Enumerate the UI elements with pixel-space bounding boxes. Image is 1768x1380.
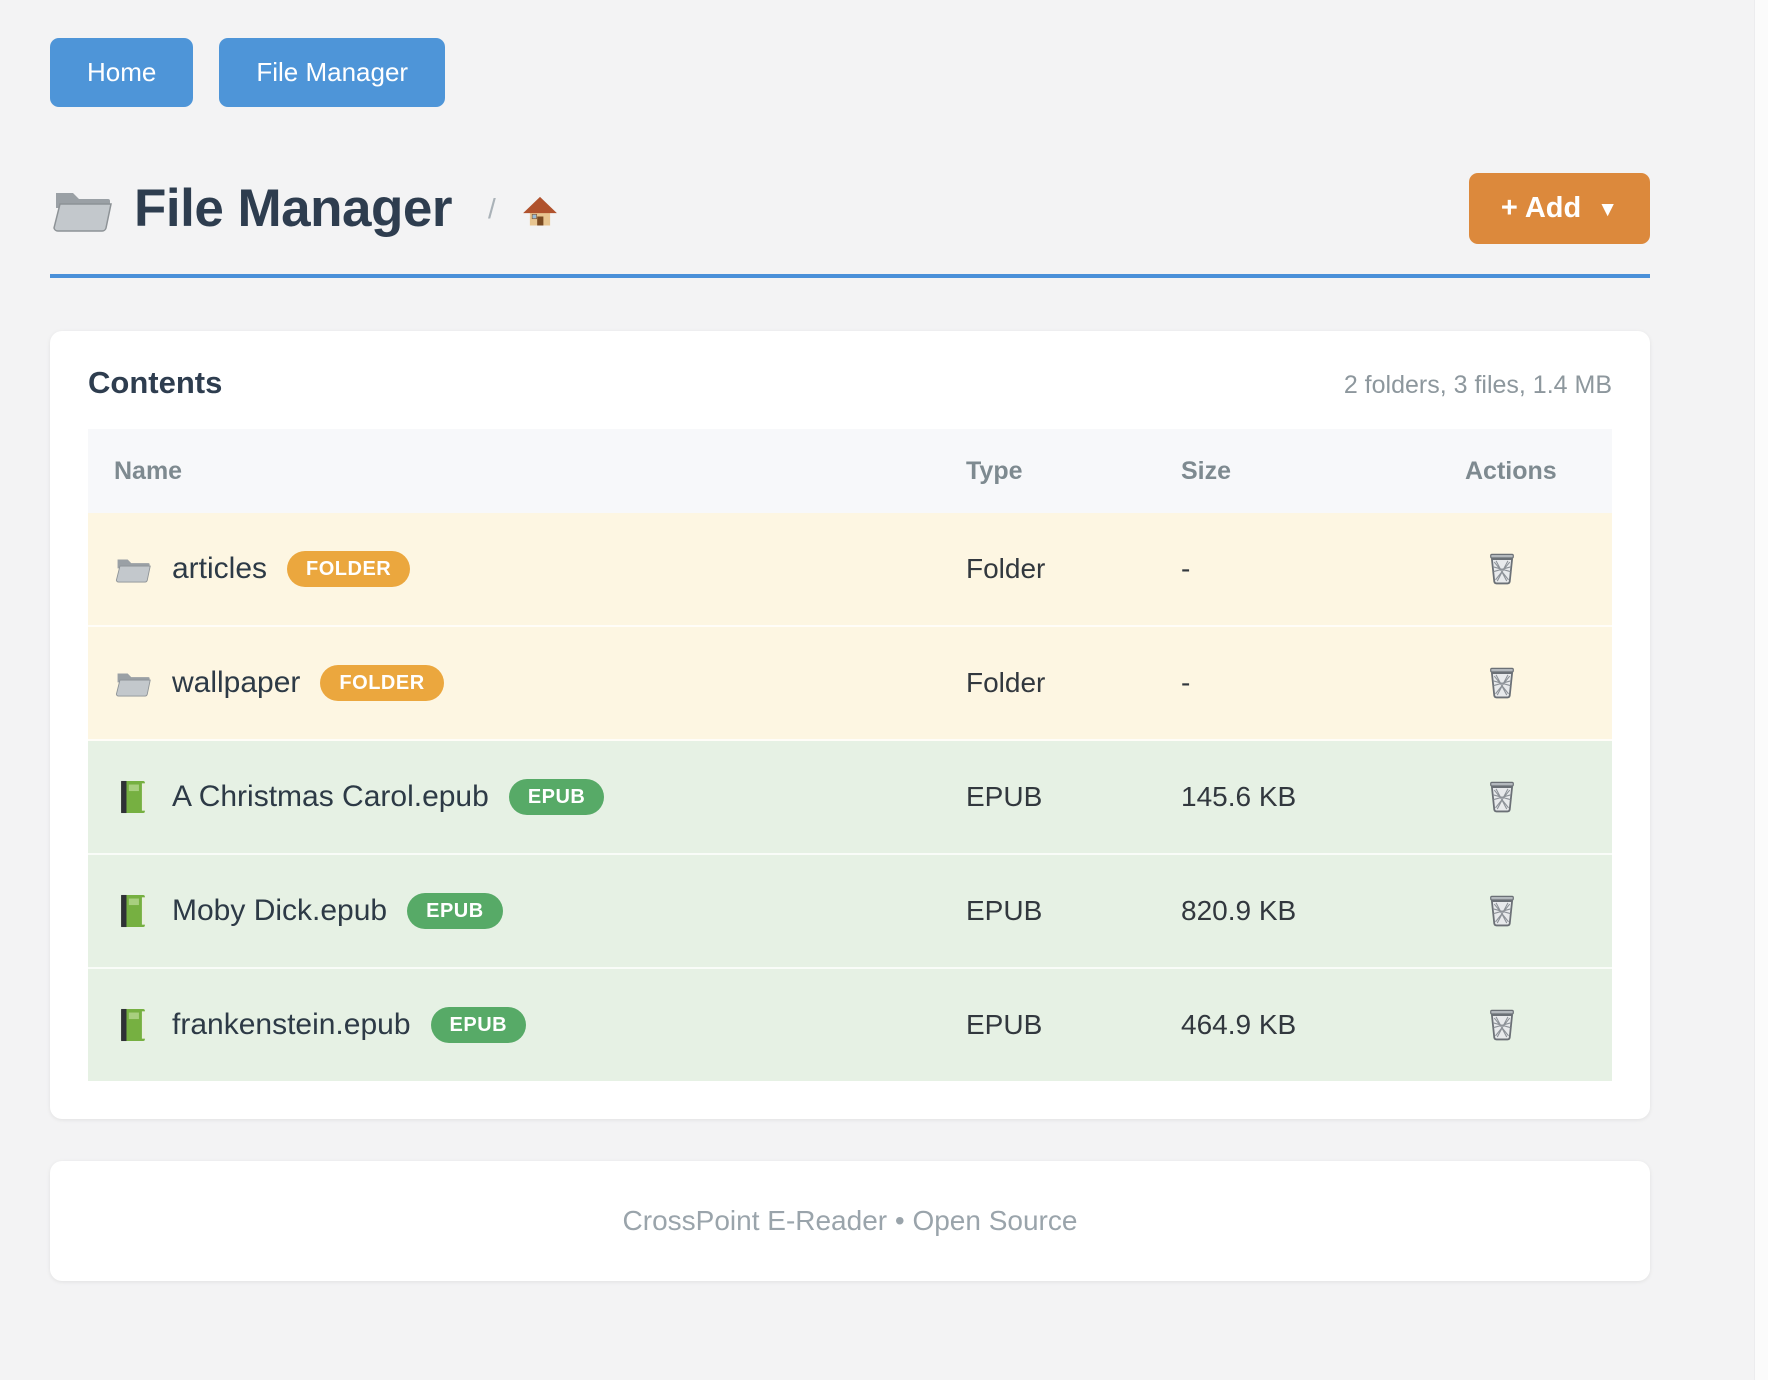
name-cell: wallpaper FOLDER (88, 664, 966, 702)
file-name[interactable]: A Christmas Carol.epub (172, 780, 489, 813)
name-cell: A Christmas Carol.epub EPUB (88, 778, 966, 816)
type-cell: EPUB (966, 895, 1043, 926)
file-name[interactable]: Moby Dick.epub (172, 894, 388, 927)
green-book-icon (114, 778, 152, 816)
title-group: File Manager / (50, 177, 558, 241)
file-table-body: articles FOLDER Folder - wallpaper FOLDE… (88, 513, 1612, 1081)
trash-icon[interactable] (1479, 886, 1525, 934)
green-book-icon (114, 1006, 152, 1044)
table-row[interactable]: wallpaper FOLDER Folder - (88, 627, 1612, 741)
file-name[interactable]: wallpaper (172, 666, 301, 699)
home-button[interactable]: Home (50, 38, 194, 107)
size-cell: - (1181, 553, 1191, 584)
add-button[interactable]: + Add ▼ (1468, 173, 1650, 244)
table-row[interactable]: articles FOLDER Folder - (88, 513, 1612, 627)
size-cell: 464.9 KB (1181, 1009, 1297, 1040)
type-cell: EPUB (966, 1009, 1043, 1040)
column-header-name: Name (114, 456, 183, 485)
type-cell: Folder (966, 553, 1046, 584)
name-cell: articles FOLDER (88, 550, 966, 588)
trash-icon[interactable] (1479, 658, 1525, 706)
trash-icon[interactable] (1479, 544, 1525, 592)
breadcrumb-separator: / (487, 192, 496, 224)
actions-cell (1465, 886, 1612, 937)
file-name[interactable]: articles (172, 552, 268, 585)
type-badge: EPUB (430, 1007, 527, 1043)
column-header-size: Size (1181, 456, 1232, 485)
trash-icon[interactable] (1479, 772, 1525, 820)
folder-icon (114, 664, 152, 702)
footer-text: CrossPoint E-Reader • Open Source (622, 1205, 1078, 1236)
scrollbar-track[interactable] (1754, 0, 1768, 1380)
contents-card-header: Contents 2 folders, 3 files, 1.4 MB (88, 365, 1612, 401)
type-badge: FOLDER (320, 665, 444, 701)
folder-icon (114, 550, 152, 588)
size-cell: 820.9 KB (1181, 895, 1297, 926)
title-divider (50, 274, 1650, 278)
file-table-header: Name Type Size Actions (88, 429, 1612, 513)
type-cell: Folder (966, 667, 1046, 698)
contents-title: Contents (88, 365, 223, 400)
page-header: File Manager / + Add ▼ (50, 173, 1650, 244)
size-cell: - (1181, 667, 1191, 698)
actions-cell (1465, 1000, 1612, 1051)
actions-cell (1465, 544, 1612, 595)
type-badge: EPUB (407, 893, 503, 929)
actions-cell (1465, 772, 1612, 823)
contents-summary: 2 folders, 3 files, 1.4 MB (1343, 371, 1612, 399)
top-nav: Home File Manager (50, 0, 1650, 107)
file-name[interactable]: frankenstein.epub (172, 1008, 411, 1041)
column-header-type: Type (966, 456, 1023, 485)
table-row[interactable]: frankenstein.epub EPUB EPUB 464.9 KB (88, 969, 1612, 1081)
table-row[interactable]: Moby Dick.epub EPUB EPUB 820.9 KB (88, 855, 1612, 969)
page-title: File Manager (134, 179, 452, 238)
house-icon[interactable] (516, 188, 558, 230)
type-cell: EPUB (966, 781, 1043, 812)
type-badge: FOLDER (287, 551, 411, 587)
folder-icon (50, 177, 114, 241)
actions-cell (1465, 658, 1612, 709)
contents-card: Contents 2 folders, 3 files, 1.4 MB Name… (50, 331, 1650, 1119)
green-book-icon (114, 892, 152, 930)
type-badge: EPUB (508, 779, 605, 815)
table-row[interactable]: A Christmas Carol.epub EPUB EPUB 145.6 K… (88, 741, 1612, 855)
size-cell: 145.6 KB (1181, 781, 1297, 812)
trash-icon[interactable] (1479, 1000, 1525, 1048)
name-cell: Moby Dick.epub EPUB (88, 892, 966, 930)
file-table: Name Type Size Actions articles FOLDER F… (88, 429, 1612, 1081)
file-manager-page: Home File Manager File Manager / + Add ▼… (50, 0, 1650, 1281)
file-manager-button[interactable]: File Manager (219, 38, 446, 107)
column-header-actions: Actions (1465, 456, 1557, 485)
chevron-down-icon: ▼ (1597, 197, 1618, 221)
add-button-label: + Add (1500, 192, 1582, 224)
footer-card: CrossPoint E-Reader • Open Source (50, 1161, 1650, 1281)
name-cell: frankenstein.epub EPUB (88, 1006, 966, 1044)
